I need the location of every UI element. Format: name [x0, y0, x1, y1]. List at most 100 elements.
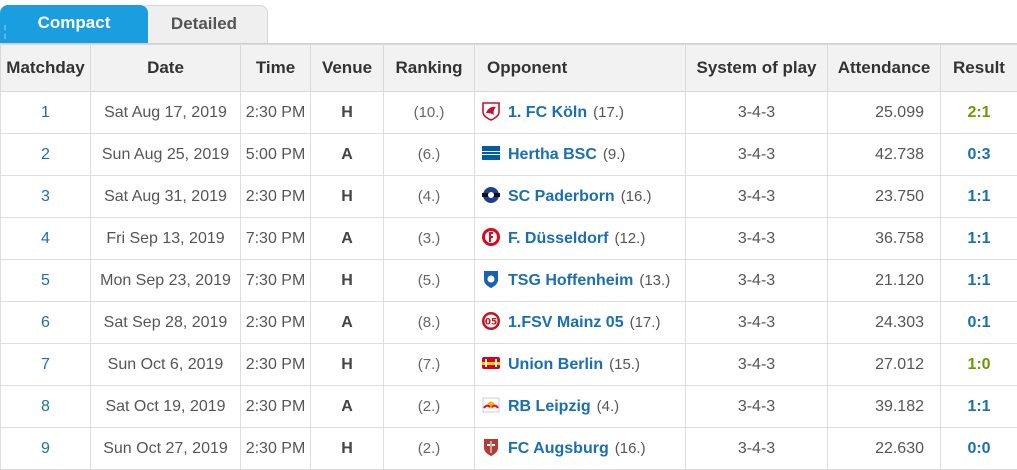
result-cell: 1:0: [941, 344, 1017, 386]
augsburg-crest-icon[interactable]: [481, 437, 501, 457]
opponent-link[interactable]: 1.FSV Mainz 05: [508, 314, 624, 331]
leipzig-crest-icon[interactable]: [481, 395, 501, 415]
opponent-rank: (4.): [597, 398, 620, 415]
venue-cell: H: [311, 344, 384, 386]
header-attendance[interactable]: Attendance: [828, 45, 941, 92]
attendance-cell: 25.099: [828, 92, 941, 134]
date-cell: Sat Oct 19, 2019: [91, 386, 241, 428]
date-cell: Sun Oct 27, 2019: [91, 428, 241, 470]
matchday-link[interactable]: 4: [41, 230, 50, 247]
venue-cell: A: [311, 134, 384, 176]
header-ranking[interactable]: Ranking: [384, 45, 475, 92]
header-venue[interactable]: Venue: [311, 45, 384, 92]
paderborn-crest-icon[interactable]: [481, 185, 501, 205]
ranking-cell: (7.): [384, 344, 475, 386]
opponent-rank: (16.): [621, 188, 652, 205]
matchday-link[interactable]: 2: [41, 146, 50, 163]
opponent-cell: F. Düsseldorf (12.): [475, 218, 686, 260]
result-link[interactable]: 2:1: [967, 104, 990, 121]
date-cell: Sat Aug 31, 2019: [91, 176, 241, 218]
header-time[interactable]: Time: [241, 45, 311, 92]
header-opponent[interactable]: Opponent: [475, 45, 686, 92]
venue-cell: H: [311, 260, 384, 302]
opponent-link[interactable]: Hertha BSC: [508, 146, 597, 163]
union-crest-icon[interactable]: [481, 353, 501, 373]
opponent-link[interactable]: Union Berlin: [508, 356, 603, 373]
ranking-cell: (4.): [384, 176, 475, 218]
date-cell: Mon Sep 23, 2019: [91, 260, 241, 302]
result-cell: 0:0: [941, 428, 1017, 470]
opponent-cell: RB Leipzig (4.): [475, 386, 686, 428]
view-tabs: Detailed Compact: [0, 0, 1017, 44]
result-link[interactable]: 0:0: [967, 440, 990, 457]
ranking-cell: (2.): [384, 428, 475, 470]
system-cell: 3-4-3: [686, 134, 828, 176]
matchday-link[interactable]: 5: [41, 272, 50, 289]
time-cell: 2:30 PM: [241, 428, 311, 470]
result-cell: 1:1: [941, 176, 1017, 218]
system-cell: 3-4-3: [686, 428, 828, 470]
matchday-link[interactable]: 8: [41, 398, 50, 415]
date-cell: Sat Aug 17, 2019: [91, 92, 241, 134]
opponent-link[interactable]: SC Paderborn: [508, 188, 615, 205]
opponent-cell: Hertha BSC(9.): [475, 134, 686, 176]
tab-compact[interactable]: Compact: [0, 5, 148, 43]
header-system[interactable]: System of play: [686, 45, 828, 92]
svg-text:05: 05: [485, 317, 498, 327]
opponent-rank: (17.): [593, 104, 624, 121]
opponent-link[interactable]: RB Leipzig: [508, 398, 591, 415]
opponent-link[interactable]: F. Düsseldorf: [508, 230, 608, 247]
koeln-crest-icon[interactable]: [481, 101, 501, 121]
opponent-cell: 1. FC Köln (17.): [475, 92, 686, 134]
fixtures-table: Matchday Date Time Venue Ranking Opponen…: [0, 44, 1017, 470]
matchday-link[interactable]: 6: [41, 314, 50, 331]
venue-cell: H: [311, 92, 384, 134]
result-link[interactable]: 1:1: [967, 398, 990, 415]
matchday-cell: 9: [1, 428, 91, 470]
opponent-rank: (12.): [614, 230, 645, 247]
matchday-cell: 4: [1, 218, 91, 260]
hertha-crest-icon[interactable]: [481, 143, 501, 163]
result-link[interactable]: 1:1: [967, 272, 990, 289]
mainz-crest-icon[interactable]: 05: [481, 311, 501, 331]
attendance-cell: 42.738: [828, 134, 941, 176]
system-cell: 3-4-3: [686, 218, 828, 260]
time-cell: 2:30 PM: [241, 386, 311, 428]
header-result[interactable]: Result: [941, 45, 1017, 92]
result-link[interactable]: 1:1: [967, 230, 990, 247]
result-cell: 1:1: [941, 260, 1017, 302]
time-cell: 5:00 PM: [241, 134, 311, 176]
ranking-cell: (10.): [384, 92, 475, 134]
matchday-link[interactable]: 3: [41, 188, 50, 205]
result-link[interactable]: 1:1: [967, 188, 990, 205]
opponent-link[interactable]: TSG Hoffenheim: [508, 272, 633, 289]
matchday-link[interactable]: 7: [41, 356, 50, 373]
system-cell: 3-4-3: [686, 302, 828, 344]
result-link[interactable]: 0:1: [967, 314, 990, 331]
system-cell: 3-4-3: [686, 344, 828, 386]
opponent-link[interactable]: FC Augsburg: [508, 440, 609, 457]
opponent-link[interactable]: 1. FC Köln: [508, 104, 587, 121]
header-matchday[interactable]: Matchday: [1, 45, 91, 92]
time-cell: 7:30 PM: [241, 260, 311, 302]
header-date[interactable]: Date: [91, 45, 241, 92]
attendance-cell: 21.120: [828, 260, 941, 302]
tab-detailed[interactable]: Detailed: [140, 5, 268, 43]
attendance-cell: 27.012: [828, 344, 941, 386]
hoffenheim-crest-icon[interactable]: [481, 269, 501, 289]
matchday-link[interactable]: 9: [41, 440, 50, 457]
result-link[interactable]: 0:3: [967, 146, 990, 163]
matchday-link[interactable]: 1: [41, 104, 50, 121]
duesseldorf-crest-icon[interactable]: [481, 227, 501, 247]
result-link[interactable]: 1:0: [967, 356, 990, 373]
time-cell: 2:30 PM: [241, 302, 311, 344]
opponent-cell: TSG Hoffenheim(13.): [475, 260, 686, 302]
date-cell: Sat Sep 28, 2019: [91, 302, 241, 344]
venue-cell: H: [311, 428, 384, 470]
